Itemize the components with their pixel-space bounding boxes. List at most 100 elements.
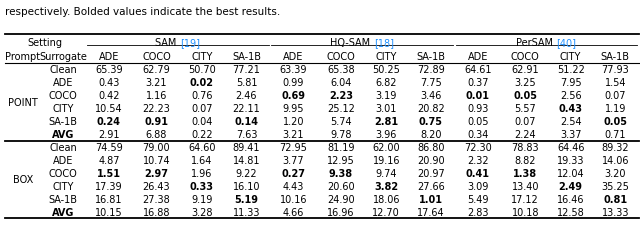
Text: 5.57: 5.57 xyxy=(515,104,536,114)
Text: 1.20: 1.20 xyxy=(282,117,304,127)
Text: ADE: ADE xyxy=(468,52,488,62)
Text: 6.04: 6.04 xyxy=(330,78,351,88)
Text: 0.04: 0.04 xyxy=(191,117,212,127)
Text: 64.46: 64.46 xyxy=(557,142,584,152)
Text: 12.95: 12.95 xyxy=(327,155,355,165)
Text: 11.33: 11.33 xyxy=(233,207,260,217)
Text: ADE: ADE xyxy=(99,52,119,62)
Text: 13.40: 13.40 xyxy=(511,181,539,191)
Text: 81.19: 81.19 xyxy=(327,142,355,152)
Text: 1.19: 1.19 xyxy=(605,104,626,114)
Text: CITY: CITY xyxy=(376,52,397,62)
Text: COCO: COCO xyxy=(511,52,540,62)
Text: 9.78: 9.78 xyxy=(330,130,351,140)
Text: 62.79: 62.79 xyxy=(143,65,170,75)
Text: 9.19: 9.19 xyxy=(191,194,212,204)
Text: 22.11: 22.11 xyxy=(232,104,260,114)
Text: 9.38: 9.38 xyxy=(329,168,353,178)
Text: 1.51: 1.51 xyxy=(97,168,121,178)
Text: ADE: ADE xyxy=(53,78,74,88)
Text: Clean: Clean xyxy=(49,142,77,152)
Text: 65.38: 65.38 xyxy=(327,65,355,75)
Text: ADE: ADE xyxy=(283,52,303,62)
Text: 62.00: 62.00 xyxy=(372,142,400,152)
Text: 4.66: 4.66 xyxy=(283,207,304,217)
Text: 16.46: 16.46 xyxy=(557,194,584,204)
Text: 6.82: 6.82 xyxy=(376,78,397,88)
Text: 0.93: 0.93 xyxy=(467,104,488,114)
Text: 86.80: 86.80 xyxy=(417,142,445,152)
Text: 0.34: 0.34 xyxy=(467,130,488,140)
Text: 0.43: 0.43 xyxy=(98,78,120,88)
Text: 1.16: 1.16 xyxy=(146,91,167,101)
Text: 16.88: 16.88 xyxy=(143,207,170,217)
Text: 2.24: 2.24 xyxy=(515,130,536,140)
Text: 3.46: 3.46 xyxy=(420,91,442,101)
Text: [40]: [40] xyxy=(557,38,577,47)
Text: 35.25: 35.25 xyxy=(602,181,629,191)
Text: 0.43: 0.43 xyxy=(559,104,582,114)
Text: 19.33: 19.33 xyxy=(557,155,584,165)
Text: 18.06: 18.06 xyxy=(372,194,400,204)
Text: 3.21: 3.21 xyxy=(146,78,167,88)
Text: 63.39: 63.39 xyxy=(280,65,307,75)
Text: 0.07: 0.07 xyxy=(191,104,212,114)
Text: 0.05: 0.05 xyxy=(604,117,627,127)
Text: 5.81: 5.81 xyxy=(236,78,257,88)
Text: 20.60: 20.60 xyxy=(327,181,355,191)
Text: 2.46: 2.46 xyxy=(236,91,257,101)
Text: 50.70: 50.70 xyxy=(188,65,216,75)
Text: 64.60: 64.60 xyxy=(188,142,216,152)
Text: 65.39: 65.39 xyxy=(95,65,123,75)
Text: Clean: Clean xyxy=(49,65,77,75)
Text: 0.69: 0.69 xyxy=(282,91,305,101)
Text: 2.56: 2.56 xyxy=(560,91,582,101)
Text: 0.24: 0.24 xyxy=(97,117,121,127)
Text: 2.32: 2.32 xyxy=(467,155,488,165)
Text: 3.01: 3.01 xyxy=(376,104,397,114)
Text: 9.22: 9.22 xyxy=(236,168,257,178)
Text: Setting: Setting xyxy=(28,38,63,47)
Text: 64.61: 64.61 xyxy=(464,65,492,75)
Text: 8.82: 8.82 xyxy=(515,155,536,165)
Text: 2.54: 2.54 xyxy=(560,117,582,127)
Text: POINT: POINT xyxy=(8,97,38,107)
Text: 20.97: 20.97 xyxy=(417,168,445,178)
Text: 7.63: 7.63 xyxy=(236,130,257,140)
Text: SA-1B: SA-1B xyxy=(417,52,445,62)
Text: 0.75: 0.75 xyxy=(419,117,443,127)
Text: 72.95: 72.95 xyxy=(279,142,307,152)
Text: 0.07: 0.07 xyxy=(605,91,626,101)
Text: COCO: COCO xyxy=(142,52,171,62)
Text: CITY: CITY xyxy=(52,104,74,114)
Text: HQ-SAM: HQ-SAM xyxy=(330,38,374,47)
Text: 3.82: 3.82 xyxy=(374,181,398,191)
Text: 1.64: 1.64 xyxy=(191,155,212,165)
Text: 3.20: 3.20 xyxy=(605,168,626,178)
Text: 0.81: 0.81 xyxy=(604,194,627,204)
Text: 62.91: 62.91 xyxy=(511,65,539,75)
Text: 2.23: 2.23 xyxy=(329,91,353,101)
Text: 0.27: 0.27 xyxy=(282,168,305,178)
Text: 26.43: 26.43 xyxy=(143,181,170,191)
Text: 0.33: 0.33 xyxy=(190,181,214,191)
Text: 3.77: 3.77 xyxy=(282,155,304,165)
Text: 6.88: 6.88 xyxy=(146,130,167,140)
Text: 17.64: 17.64 xyxy=(417,207,445,217)
Text: 9.95: 9.95 xyxy=(282,104,304,114)
Text: Prompt: Prompt xyxy=(5,52,40,62)
Text: 12.70: 12.70 xyxy=(372,207,400,217)
Text: 3.25: 3.25 xyxy=(515,78,536,88)
Text: 1.54: 1.54 xyxy=(605,78,626,88)
Text: 3.09: 3.09 xyxy=(467,181,488,191)
Text: CITY: CITY xyxy=(52,181,74,191)
Text: 16.81: 16.81 xyxy=(95,194,123,204)
Text: 0.76: 0.76 xyxy=(191,91,212,101)
Text: SA-1B: SA-1B xyxy=(232,52,261,62)
Text: COCO: COCO xyxy=(49,91,77,101)
Text: 14.81: 14.81 xyxy=(233,155,260,165)
Text: 0.41: 0.41 xyxy=(466,168,490,178)
Text: 2.97: 2.97 xyxy=(145,168,168,178)
Text: [19]: [19] xyxy=(180,38,200,47)
Text: 25.12: 25.12 xyxy=(327,104,355,114)
